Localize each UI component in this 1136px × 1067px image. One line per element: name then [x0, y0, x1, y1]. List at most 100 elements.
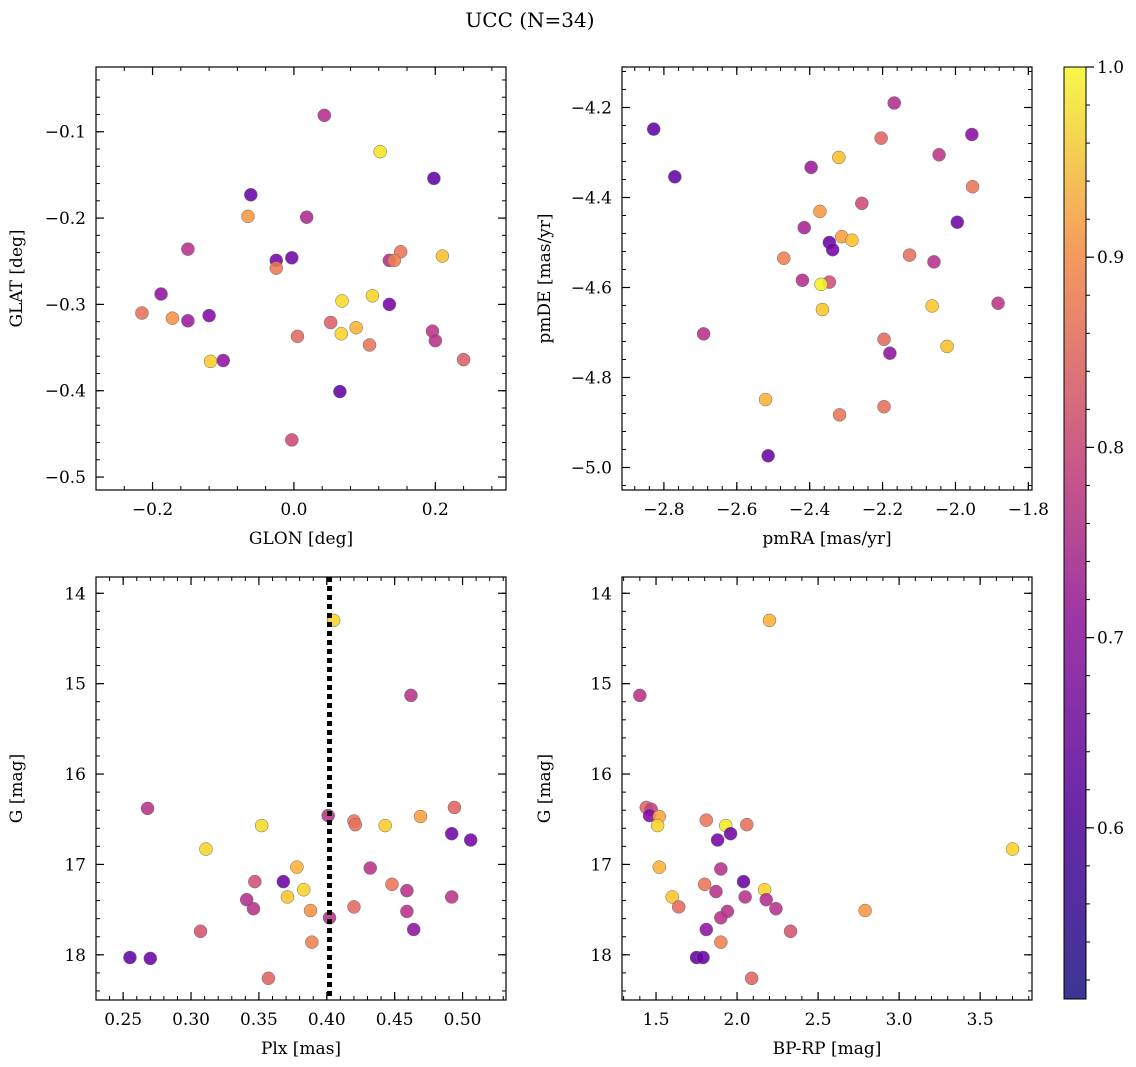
axes-frame: [621, 66, 1033, 491]
scatter-point: [714, 911, 728, 925]
scatter-point: [758, 392, 773, 407]
y-axis-label: GLAT [deg]: [7, 229, 27, 327]
colorbar-tick-label: 0.7: [1097, 629, 1124, 649]
scatter-point: [950, 215, 965, 229]
scatter-point: [795, 273, 810, 288]
scatter-point: [181, 314, 195, 328]
scatter-point: [759, 892, 773, 907]
scatter-point: [633, 688, 647, 703]
scatter-point: [290, 860, 304, 874]
scatter-point: [290, 329, 305, 344]
y-tick-label: −0.5: [45, 468, 86, 488]
scatter-point: [323, 315, 338, 330]
x-tick-label: −2.4: [789, 500, 830, 520]
scatter-point: [744, 971, 759, 986]
scatter-point: [965, 179, 980, 194]
scatter-point: [902, 248, 917, 262]
scatter-point: [285, 251, 299, 265]
x-axis-label: GLON [deg]: [249, 529, 353, 549]
scatter-point: [940, 339, 954, 354]
scatter-point: [845, 233, 859, 247]
scatter-point: [382, 297, 397, 312]
scatter-point: [400, 904, 414, 919]
scatter-point: [362, 338, 377, 352]
scatter-point: [248, 874, 262, 889]
scatter-point: [671, 900, 686, 914]
scatter-point: [814, 277, 828, 292]
x-tick-label: 0.0: [280, 500, 307, 520]
scatter-point: [804, 160, 818, 175]
colorbar-gradient: [1063, 66, 1087, 1000]
panel-plx-g: 0.25 0.30 0.35 0.40 0.45 0.50 14 15 16 17 18 Plx [m…: [7, 576, 507, 1059]
scatter-point: [463, 833, 478, 847]
axes-frame: [621, 576, 1033, 1001]
scatter-point: [855, 196, 869, 211]
scatter-point: [777, 251, 791, 265]
figure-title: UCC (N=34): [465, 8, 594, 32]
scatter-point: [444, 826, 459, 841]
scatter-point: [832, 150, 846, 165]
scatter-point: [877, 400, 891, 414]
scatter-point: [140, 801, 155, 816]
colorbar: 0.6 0.7 0.8 0.9 1.0: [1063, 58, 1124, 1000]
y-tick-label: 16: [590, 765, 612, 785]
x-axis-label: BP-RP [mag]: [773, 1039, 882, 1059]
scatter-point: [652, 860, 667, 874]
x-axis-label: pmRA [mas/yr]: [762, 529, 891, 549]
y-tick-label: −0.4: [45, 382, 86, 402]
x-tick-label: −1.8: [1008, 500, 1049, 520]
scatter-point: [181, 242, 195, 256]
colorbar-tick-label: 1.0: [1097, 58, 1124, 78]
scatter-point: [447, 800, 462, 815]
scatter-point: [216, 353, 230, 368]
y-tick-label: −5.0: [571, 459, 612, 479]
scatter-point: [123, 950, 137, 965]
scatter-point: [406, 922, 421, 937]
scatter-point: [299, 210, 314, 224]
x-tick-label: 2.0: [724, 1010, 751, 1030]
scatter-point: [650, 818, 665, 833]
y-tick-label: −4.8: [571, 369, 612, 389]
x-tick-label: −2.8: [643, 500, 684, 520]
x-tick-label: 0.50: [444, 1010, 482, 1030]
scatter-point: [646, 122, 661, 136]
y-tick-label: −4.6: [571, 279, 612, 299]
scatter-point: [428, 333, 443, 348]
y-tick-label: 17: [590, 855, 612, 875]
scatter-point: [877, 332, 891, 346]
scatter-point: [276, 874, 291, 889]
scatter-point: [246, 901, 261, 916]
scatter-point: [815, 302, 830, 317]
panel-pmra-pmde: −2.8 −2.6 −2.4 −2.2 −2.0 −1.8 −5.0 −4.8 −4.6 −4.4…: [535, 66, 1049, 549]
scatter-point: [154, 287, 168, 301]
scatter-point: [378, 818, 392, 833]
axes-frame: [95, 576, 507, 1001]
scatter-point: [696, 327, 711, 341]
y-tick-label: 14: [64, 584, 86, 604]
scatter-point: [165, 311, 180, 325]
x-tick-label: −2.0: [935, 500, 976, 520]
scatter-point: [736, 874, 751, 889]
y-tick-label: −0.3: [45, 295, 86, 315]
scatter-point: [444, 890, 459, 904]
scatter-point: [241, 209, 255, 224]
x-tick-label: 0.2: [422, 500, 449, 520]
scatter-point: [858, 903, 872, 918]
panel-bprp-g: 1.5 2.0 2.5 3.0 3.5 14 15 16 17 18 BP-RP [mag] G [m…: [535, 576, 1033, 1059]
scatter-point: [193, 924, 208, 939]
x-tick-label: 1.5: [643, 1010, 670, 1030]
scatter-point: [813, 204, 827, 219]
y-tick-label: 15: [64, 675, 86, 695]
axes-frame: [95, 66, 507, 491]
scatter-point: [699, 922, 714, 937]
scatter-point: [296, 882, 311, 897]
scatter-point: [769, 901, 783, 916]
scatter-point: [261, 971, 276, 986]
y-tick-label: −0.1: [45, 123, 86, 143]
scatter-point: [710, 833, 725, 847]
scatter-point: [349, 320, 363, 335]
y-tick-label: 17: [64, 855, 86, 875]
scatter-point: [874, 131, 888, 145]
colorbar-tick-label: 0.6: [1097, 819, 1124, 839]
scatter-point: [887, 96, 901, 110]
